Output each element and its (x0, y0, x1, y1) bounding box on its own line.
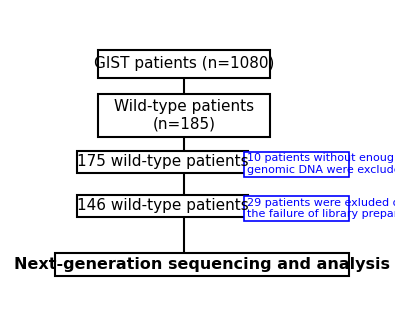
FancyBboxPatch shape (98, 94, 270, 137)
Text: Wild-type patients
(n=185): Wild-type patients (n=185) (114, 99, 254, 131)
FancyBboxPatch shape (244, 196, 350, 221)
Text: 146 wild-type patients: 146 wild-type patients (77, 198, 248, 213)
Text: GIST patients (n=1080): GIST patients (n=1080) (94, 56, 274, 71)
Text: Next-generation sequencing and analysis: Next-generation sequencing and analysis (15, 257, 390, 272)
FancyBboxPatch shape (77, 195, 248, 217)
Text: 29 patients were exluded due to
the failure of library preparation: 29 patients were exluded due to the fail… (247, 197, 395, 219)
FancyBboxPatch shape (55, 253, 350, 276)
FancyBboxPatch shape (77, 151, 248, 173)
Text: 175 wild-type patients: 175 wild-type patients (77, 154, 248, 169)
FancyBboxPatch shape (244, 152, 350, 176)
Text: 10 patients without enough
genomic DNA were excluded: 10 patients without enough genomic DNA w… (247, 154, 395, 175)
FancyBboxPatch shape (98, 50, 270, 78)
